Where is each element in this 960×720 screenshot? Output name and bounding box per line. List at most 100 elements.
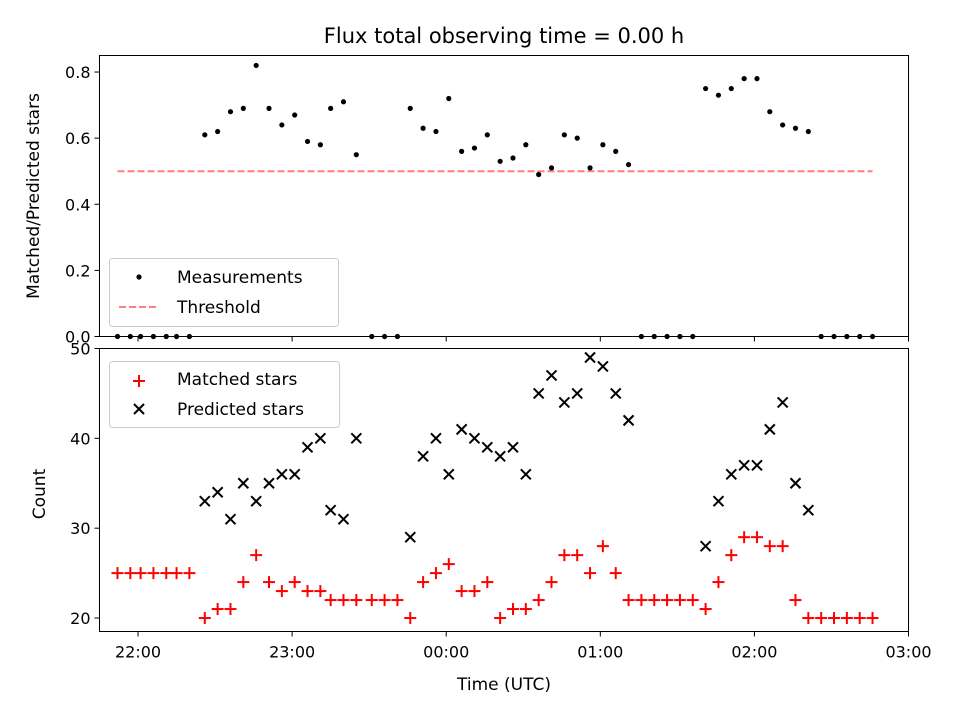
matched-star-point: [237, 576, 250, 589]
predicted-star-point: [725, 468, 737, 480]
predicted-star-point: [584, 351, 596, 364]
bottom-legend: Matched stars Predicted stars: [109, 361, 340, 428]
measurement-point: [587, 165, 593, 171]
matched-star-point: [596, 540, 609, 553]
predicted-star-point: [622, 414, 635, 427]
bottom-legend-box: [109, 361, 340, 428]
matched-star-point: [198, 612, 211, 625]
measurement-point: [484, 132, 490, 138]
matched-star-point: [699, 603, 712, 616]
measurement-point: [266, 105, 272, 111]
matched-star-point: [275, 585, 288, 598]
predicted-star-point: [468, 432, 481, 445]
bottom-x-tick: 22:00: [115, 631, 161, 662]
predicted-star-point: [237, 477, 250, 489]
predicted-star-point: [211, 486, 224, 498]
top-y-tick-label: 0.6: [65, 129, 90, 148]
matched-star-point: [160, 567, 173, 580]
predicted-star-point: [789, 477, 802, 489]
predicted-star-point: [301, 441, 314, 454]
matched-star-point: [815, 612, 828, 625]
legend-measurements-label: Measurements: [177, 268, 303, 288]
bottom-y-tick: 20: [70, 609, 100, 628]
predicted-star-point: [776, 396, 789, 409]
predicted-star-point: [520, 468, 532, 480]
matched-star-point: [337, 594, 350, 607]
top-chart-title: Flux total observing time = 0.00 h: [324, 24, 684, 48]
measurement-point: [574, 135, 580, 141]
measurement-point: [754, 76, 760, 82]
matched-star-point: [686, 594, 699, 607]
measurement-point: [459, 148, 465, 154]
predicted-star-point: [738, 459, 750, 472]
predicted-star-point: [199, 495, 211, 507]
bottom-panel: Count Time (UTC) 20 30 40 50 22:00 23:00 00:0…: [30, 340, 932, 696]
measurement-point: [767, 109, 773, 115]
matched-star-point: [866, 612, 879, 625]
legend-predicted-label: Predicted stars: [177, 400, 304, 420]
bottom-y-axis-label: Count: [30, 468, 50, 519]
bottom-y-tick: 30: [70, 519, 100, 538]
matched-star-point: [648, 594, 661, 607]
measurement-point: [510, 155, 516, 161]
predicted-star-point: [699, 540, 712, 552]
matched-star-point: [263, 576, 276, 589]
matched-star-point: [776, 540, 789, 553]
measurement-point: [600, 142, 606, 148]
predicted-star-point: [545, 369, 558, 382]
bottom-x-tick: 00:00: [423, 631, 469, 662]
matched-star-point: [828, 612, 841, 625]
top-y-tick-label: 0.8: [65, 63, 90, 82]
measurement-point: [420, 125, 426, 131]
top-panel: Flux total observing time = 0.00 h Match…: [24, 24, 909, 347]
legend-matched-marker: [133, 375, 145, 387]
matched-star-point: [288, 576, 301, 589]
top-y-tick-label: 0.2: [65, 261, 90, 280]
bottom-x-tick-label: 23:00: [269, 643, 315, 662]
matched-star-point: [378, 594, 391, 607]
matched-star-point: [609, 567, 622, 580]
matched-star-point: [211, 603, 224, 616]
bottom-x-ticks: 22:00 23:00 00:00 01:00 02:00 03:00: [115, 631, 932, 662]
matched-star-point: [250, 549, 263, 562]
matched-star-point: [301, 585, 314, 598]
predicted-star-point: [597, 360, 609, 373]
matched-star-point: [802, 612, 815, 625]
predicted-star-point: [314, 432, 327, 445]
legend-predicted-marker: [133, 403, 145, 415]
predicted-star-point: [507, 441, 519, 454]
matched-star-point: [350, 594, 363, 607]
measurement-point: [792, 125, 799, 131]
matched-star-point: [442, 558, 455, 571]
bottom-y-tick-label: 40: [70, 429, 90, 448]
top-y-tick: 0.4: [65, 195, 100, 214]
measurement-point: [613, 148, 619, 154]
matched-star-point: [545, 576, 558, 589]
top-y-tick: 0.6: [65, 129, 100, 148]
matched-star-point: [455, 585, 468, 598]
bottom-x-tick: 01:00: [577, 631, 623, 662]
measurement-point: [741, 76, 747, 82]
measurement-point: [433, 128, 439, 135]
matched-star-point: [417, 576, 430, 589]
measurement-point: [497, 158, 503, 164]
measurement-point: [548, 165, 555, 171]
matched-star-point: [111, 567, 124, 580]
predicted-star-point: [802, 504, 815, 516]
top-y-tick-label: 0.4: [65, 195, 90, 214]
bottom-x-tick-label: 01:00: [577, 643, 623, 662]
measurement-point: [703, 85, 709, 92]
measurement-point: [215, 128, 221, 135]
bottom-axes-frame: [99, 348, 909, 632]
matched-star-point: [224, 603, 237, 616]
bottom-x-tick: 02:00: [731, 631, 777, 662]
matched-star-point: [840, 612, 853, 625]
matched-star-point: [314, 585, 327, 598]
measurement-point: [227, 109, 234, 115]
predicted-star-point: [350, 432, 363, 445]
matched-star-point: [763, 540, 776, 553]
matched-star-point: [571, 549, 584, 562]
legend-matched-label: Matched stars: [177, 370, 297, 390]
